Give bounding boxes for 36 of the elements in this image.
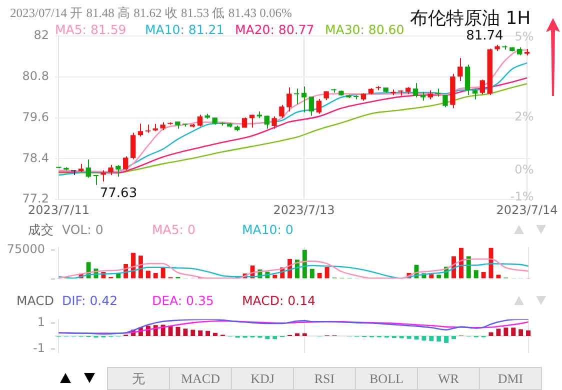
y2-tick-label: 2% (514, 110, 534, 124)
text: MA10: 81.21 (145, 22, 226, 37)
text: MA30: 80.60 (325, 22, 404, 37)
y-tick-label: 82 (34, 28, 49, 42)
series-label: DIF: 0.42 (62, 293, 119, 308)
series-label: DEA: 0.35 (152, 293, 215, 308)
y2-tick-label: 0% (514, 162, 534, 177)
text: MA5: 81.59 (55, 22, 128, 37)
y2-tick-label: 5% (514, 30, 534, 44)
x-tick-label: 2023/7/14 (496, 202, 558, 217)
chart-title: MACD (16, 293, 54, 308)
chart-title: 布伦特原油 1H (410, 7, 531, 30)
text: RSI (293, 367, 356, 390)
text: MA5: 0 (152, 222, 196, 239)
y-tick-label: -1 (33, 341, 45, 356)
text: 无 (107, 367, 170, 390)
y-tick-label: 80.8 (22, 69, 49, 84)
y2-tick-label: -1% (510, 189, 534, 204)
text: BOLL (355, 367, 418, 390)
text: MACD: 0.14 (242, 293, 316, 308)
chart-subtitle: 2023/07/14 开 81.48 高 81.62 收 81.53 低 81.43 0.06% (10, 5, 292, 22)
text: MA10: 0 (242, 222, 294, 239)
y-tick-label: 79.6 (22, 110, 49, 124)
annotation: 77.63 (100, 186, 138, 201)
x-tick-label: 2023/7/13 (273, 202, 335, 217)
text: MA20: 80.77 (235, 22, 316, 37)
text: KDJ (231, 367, 294, 390)
annotation: 81.74 (466, 28, 504, 44)
text: MACD (169, 367, 232, 390)
text: DMI (479, 367, 542, 390)
chart-title: 成交 (27, 222, 54, 239)
text: WR (417, 367, 480, 390)
y-tick-label: 75000 (6, 242, 45, 256)
chart-subtitle: VOL: 0 (62, 222, 104, 239)
y-tick-label: 78.4 (22, 150, 49, 165)
y-tick-label: 1 (37, 315, 45, 330)
